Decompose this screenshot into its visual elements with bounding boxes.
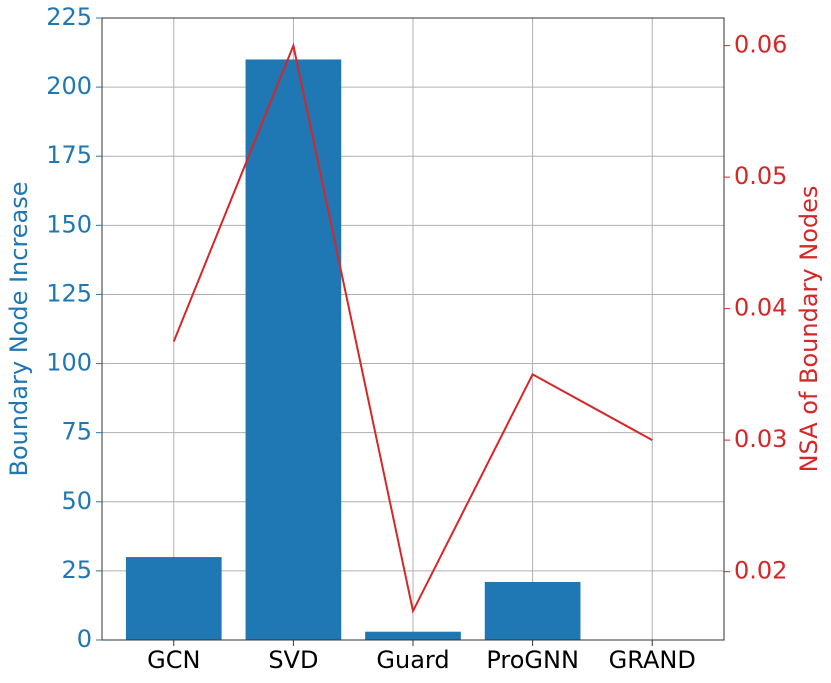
y-tick-label: 75 [61,418,92,446]
y-tick-label: 175 [46,141,92,169]
x-tick-label: GRAND [609,646,696,674]
bar [484,581,581,640]
x-tick-label: Guard [376,646,449,674]
y2-tick-label: 0.02 [734,557,787,585]
x-tick-label: SVD [268,646,318,674]
x-tick-label: ProGNN [486,646,579,674]
y-tick-label: 125 [46,279,92,307]
y2-axis-label: NSA of Boundary Nodes [795,186,823,473]
line-series [172,42,653,615]
y-tick-label: 100 [46,349,92,377]
y-tick-label: 25 [61,556,92,584]
bar [365,631,461,640]
y-tick-label: 50 [61,487,92,515]
y2-tick-label: 0.03 [734,425,787,453]
y2-tick-label: 0.06 [734,31,787,59]
bar [245,59,342,640]
y-axis-label: Boundary Node Increase [5,181,33,476]
y-tick-label: 150 [46,210,92,238]
y-tick-label: 0 [77,625,92,653]
y2-tick-label: 0.05 [734,162,787,190]
bar [125,557,222,640]
y-tick-label: 200 [46,72,92,100]
y2-tick-label: 0.04 [734,294,787,322]
y-tick-label: 225 [46,3,92,31]
x-tick-label: GCN [147,646,200,674]
